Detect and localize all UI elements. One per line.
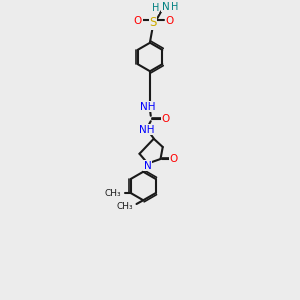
- Text: S: S: [149, 16, 157, 29]
- Text: N: N: [162, 2, 169, 12]
- Text: CH₃: CH₃: [104, 189, 121, 198]
- Text: NH: NH: [139, 125, 154, 135]
- Text: O: O: [162, 113, 170, 124]
- Text: NH: NH: [140, 101, 155, 112]
- Text: O: O: [165, 16, 174, 26]
- Text: H: H: [152, 3, 159, 13]
- Text: N: N: [144, 161, 152, 171]
- Text: CH₃: CH₃: [116, 202, 133, 211]
- Text: O: O: [134, 16, 142, 26]
- Text: H: H: [171, 2, 178, 12]
- Text: O: O: [170, 154, 178, 164]
